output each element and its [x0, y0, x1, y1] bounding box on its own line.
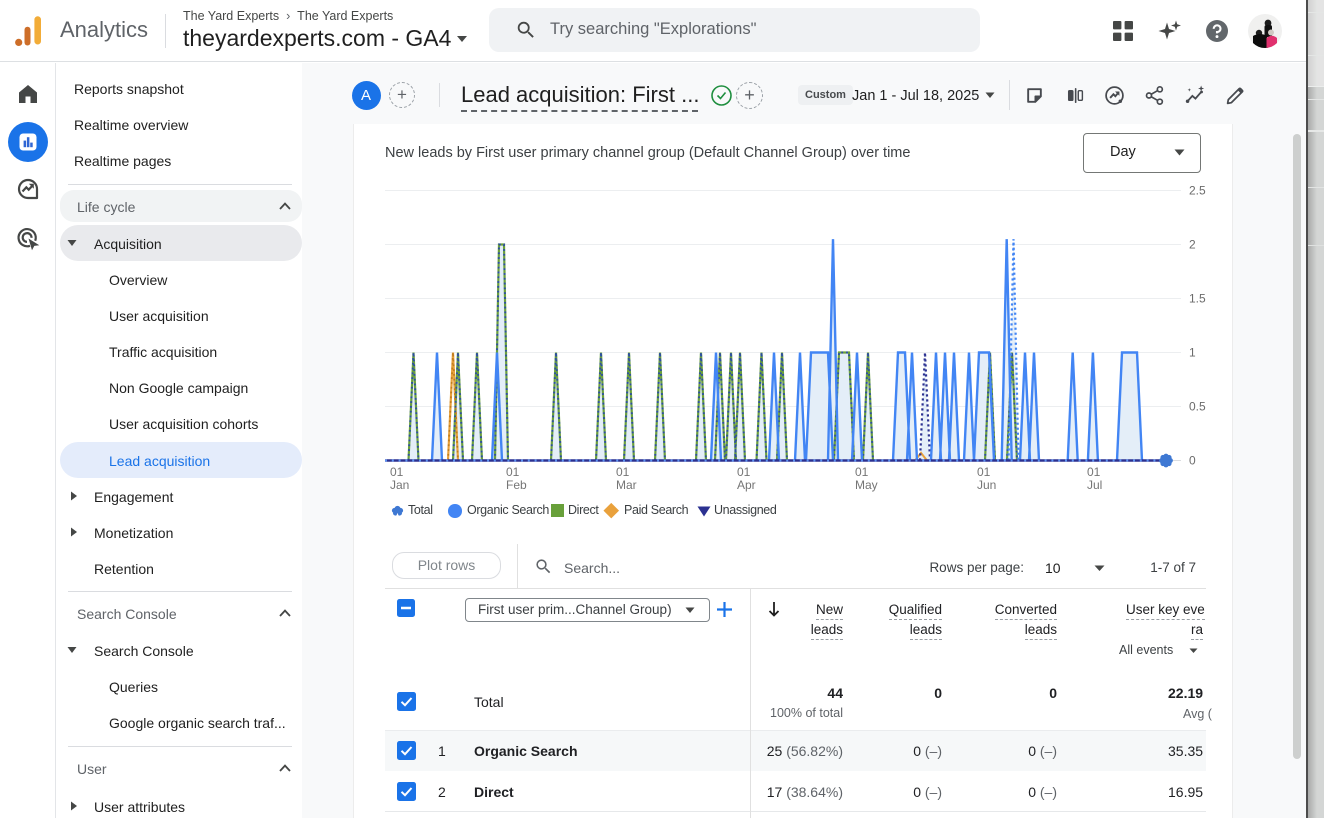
svg-text:Feb: Feb	[506, 478, 527, 492]
svg-text:Mar: Mar	[616, 478, 637, 492]
svg-text:Jan: Jan	[390, 478, 409, 492]
svg-text:0.5: 0.5	[1189, 400, 1206, 414]
svg-text:Jun: Jun	[977, 478, 996, 492]
svg-text:Apr: Apr	[737, 478, 756, 492]
svg-text:01: 01	[390, 465, 404, 479]
svg-text:01: 01	[977, 465, 991, 479]
svg-text:2: 2	[1189, 238, 1196, 252]
svg-text:1.5: 1.5	[1189, 292, 1206, 306]
svg-text:01: 01	[1087, 465, 1101, 479]
svg-text:0: 0	[1189, 454, 1196, 468]
svg-text:1: 1	[1189, 346, 1196, 360]
svg-text:01: 01	[616, 465, 630, 479]
svg-text:01: 01	[855, 465, 869, 479]
svg-text:01: 01	[737, 465, 751, 479]
svg-text:01: 01	[506, 465, 520, 479]
svg-text:2.5: 2.5	[1189, 184, 1206, 198]
svg-text:May: May	[855, 478, 878, 492]
svg-text:Jul: Jul	[1087, 478, 1102, 492]
